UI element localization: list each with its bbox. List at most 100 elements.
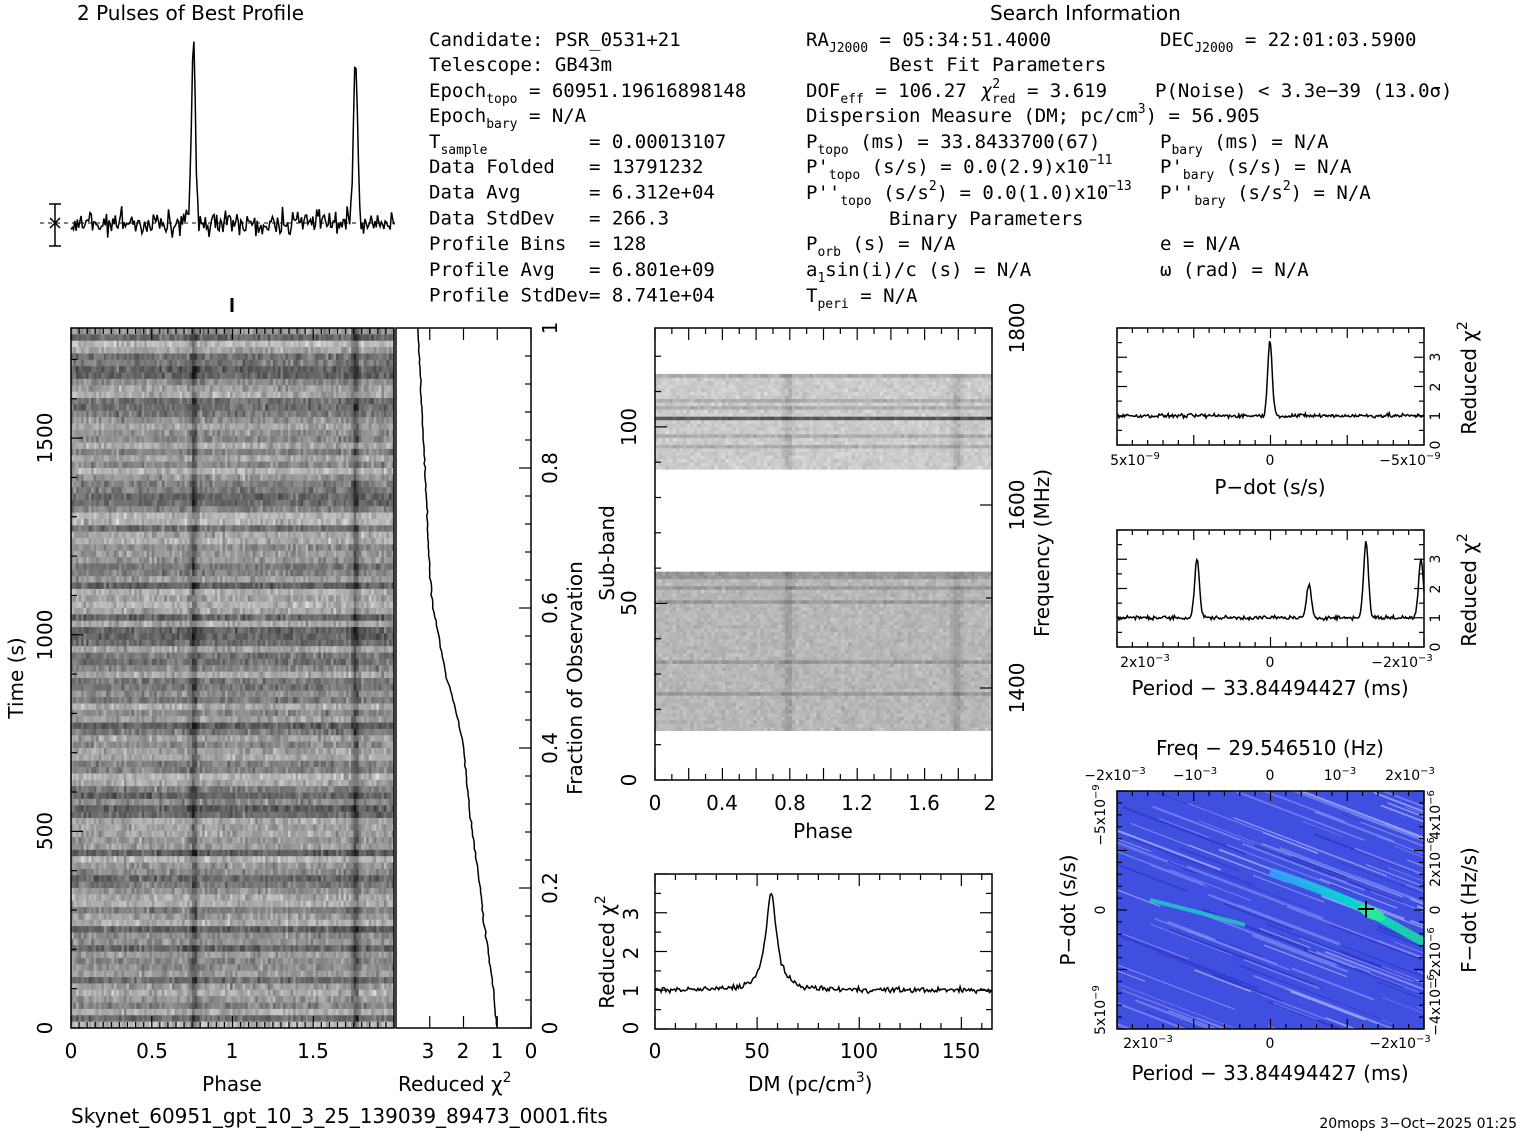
time-phase-cell (318, 525, 322, 533)
time-phase-cell (166, 448, 170, 456)
time-phase-cell (295, 531, 299, 539)
time-phase-cell (96, 359, 100, 367)
time-phase-cell (282, 474, 286, 482)
time-phase-cell (164, 410, 168, 418)
time-phase-cell (330, 512, 334, 520)
time-phase-cell (86, 550, 90, 558)
time-phase-cell (250, 404, 254, 412)
time-phase-cell (139, 499, 143, 507)
time-phase-cell (131, 544, 135, 552)
time-phase-cell (103, 378, 107, 386)
time-phase-cell (151, 493, 155, 501)
time-phase-cell (179, 512, 183, 520)
time-phase-cell (280, 423, 284, 431)
time-phase-cell (310, 328, 314, 335)
time-phase-cell (146, 550, 150, 558)
info-porb: Porb (s) = N/A (806, 233, 956, 260)
time-phase-cell (232, 353, 236, 361)
time-phase-cell (159, 493, 163, 501)
time-phase-cell (383, 480, 387, 488)
time-phase-cell (328, 544, 332, 552)
time-phase-cell (335, 480, 339, 488)
time-phase-cell (96, 340, 100, 348)
time-phase-cell (325, 410, 329, 418)
time-phase-cell (111, 404, 115, 412)
time-phase-cell (139, 404, 143, 412)
time-phase-cell (320, 436, 324, 443)
time-phase-cell (303, 455, 307, 463)
time-phase-cell (93, 550, 97, 558)
time-phase-cell (149, 557, 153, 564)
time-phase-cell (363, 499, 367, 507)
time-phase-cell (295, 512, 299, 520)
time-phase-cell (164, 429, 168, 437)
time-phase-cell (93, 538, 97, 545)
time-phase-cell (353, 531, 357, 539)
time-phase-cell (174, 538, 178, 545)
time-phase-cell (83, 404, 87, 412)
time-phase-cell (388, 518, 392, 526)
time-phase-cell (106, 493, 110, 501)
time-phase-cell (245, 353, 249, 361)
time-phase-cell (366, 410, 370, 418)
time-phase-cell (197, 417, 201, 424)
time-phase-cell (103, 480, 107, 488)
time-phase-cell (275, 404, 279, 412)
time-phase-cell (237, 550, 241, 558)
time-phase-cell (209, 480, 213, 488)
time-phase-cell (184, 563, 188, 571)
time-phase-cell (217, 404, 221, 412)
time-phase-cell (240, 347, 243, 354)
time-phase-cell (204, 429, 208, 437)
time-phase-cell (159, 474, 163, 482)
time-phase-cell (91, 347, 95, 354)
time-phase-cell (318, 455, 322, 463)
time-phase-cell (171, 417, 175, 424)
time-phase-cell (131, 518, 135, 526)
time-phase-cell (93, 518, 97, 526)
time-phase-cell (366, 512, 370, 520)
time-phase-cell (366, 359, 370, 367)
time-phase-cell (199, 385, 203, 393)
time-phase-cell (288, 499, 291, 507)
time-phase-cell (353, 538, 357, 545)
time-phase-cell (106, 423, 110, 431)
time-phase-cell (219, 512, 223, 520)
time-phase-cell (197, 359, 201, 367)
time-phase-cell (260, 525, 264, 533)
time-phase-cell (139, 366, 143, 373)
time-phase-cell (149, 334, 153, 342)
time-phase-cell (265, 429, 269, 437)
time-phase-cell (325, 455, 329, 463)
time-phase-cell (366, 538, 370, 545)
time-phase-cell (378, 531, 382, 539)
time-phase-cell (187, 328, 190, 335)
time-phase-cell (386, 493, 390, 501)
time-phase-cell (81, 347, 85, 354)
time-phase-cell (260, 378, 264, 386)
time-phase-cell (169, 531, 173, 539)
time-phase-cell (202, 557, 206, 564)
time-phase-cell (229, 385, 233, 393)
time-phase-cell (217, 569, 221, 577)
time-phase-cell (288, 455, 291, 463)
time-phase-cell (194, 480, 198, 488)
time-phase-cell (270, 563, 274, 571)
time-phase-cell (328, 506, 332, 513)
time-phase-cell (96, 474, 100, 482)
time-phase-cell (149, 461, 153, 469)
time-phase-cell (154, 442, 158, 450)
time-phase-cell (323, 506, 327, 513)
time-phase-cell (129, 359, 132, 367)
time-phase-cell (361, 410, 365, 418)
time-phase-cell (381, 328, 385, 335)
time-phase-cell (129, 550, 132, 558)
time-phase-cell (146, 455, 150, 463)
time-phase-cell (245, 493, 249, 501)
time-phase-cell (383, 429, 387, 437)
time-phase-cell (240, 461, 243, 469)
time-phase-cell (373, 544, 377, 552)
time-phase-cell (111, 455, 115, 463)
time-phase-cell (169, 334, 173, 342)
time-phase-cell (76, 372, 79, 380)
